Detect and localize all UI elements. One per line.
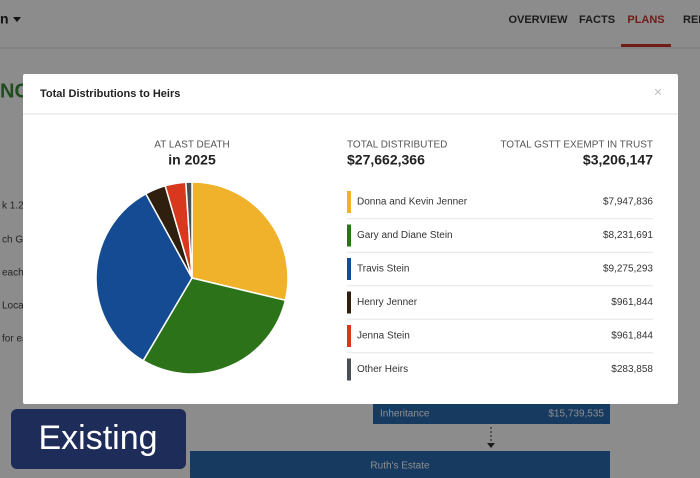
inheritance-label: Inheritance	[380, 409, 430, 420]
side-item: ch Gr	[2, 235, 27, 246]
legend-swatch	[347, 258, 351, 280]
legend-value: $9,275,293	[603, 264, 653, 275]
modal-title: Total Distributions to Heirs	[40, 88, 180, 100]
side-item: Local	[2, 301, 26, 312]
estate-box	[190, 451, 610, 478]
badge-label: Existing	[38, 419, 157, 457]
when-label: AT LAST DEATH	[154, 140, 229, 151]
pie-slice	[142, 277, 287, 375]
legend-swatch	[347, 325, 351, 347]
nav-item[interactable]: FACTS	[579, 14, 615, 26]
legend-name: Jenna Stein	[357, 331, 410, 342]
inheritance-box	[373, 403, 610, 424]
gstt-value: $3,206,147	[583, 152, 653, 168]
legend-value: $283,858	[611, 364, 653, 375]
side-item: each	[2, 268, 24, 279]
pie-slice	[191, 181, 289, 302]
nav-item[interactable]: REP	[683, 14, 700, 26]
when-value: in 2025	[168, 152, 216, 168]
total-value: $27,662,366	[347, 152, 425, 168]
nav-item[interactable]: PLANS	[627, 14, 664, 26]
inheritance-amount: $15,739,535	[548, 409, 604, 420]
side-item: for ea	[2, 334, 28, 345]
pie-slice	[185, 181, 193, 279]
legend-name: Donna and Kevin Jenner	[357, 197, 468, 208]
nav-item[interactable]: OVERVIEW	[508, 14, 568, 26]
modal: Total Distributions to Heirs × AT LAST D…	[23, 74, 678, 404]
legend-swatch	[347, 358, 351, 381]
legend-value: $961,844	[611, 297, 653, 308]
total-label: TOTAL DISTRIBUTED	[347, 140, 447, 151]
legend-value: $961,844	[611, 331, 653, 342]
flow-arrow-head	[487, 443, 495, 448]
gstt-label: TOTAL GSTT EXEMPT IN TRUST	[500, 140, 653, 151]
estate-label: Ruth's Estate	[370, 461, 430, 472]
legend-name: Henry Jenner	[357, 297, 418, 308]
legend-swatch	[347, 191, 351, 213]
menu-caret	[13, 17, 21, 22]
close-button[interactable]: ×	[654, 84, 662, 100]
section-title: NC	[0, 80, 29, 102]
side-item: k 1.25	[2, 201, 30, 212]
legend-name: Travis Stein	[357, 264, 409, 275]
legend-name: Other Heirs	[357, 364, 408, 375]
badge-bg	[11, 409, 186, 469]
legend-value: $7,947,836	[603, 197, 653, 208]
legend-value: $8,231,691	[603, 230, 653, 241]
legend-name: Gary and Diane Stein	[357, 230, 453, 241]
legend-swatch	[347, 224, 351, 247]
legend-swatch	[347, 291, 351, 314]
nav-active	[621, 44, 671, 47]
menu[interactable]: n	[0, 11, 9, 27]
